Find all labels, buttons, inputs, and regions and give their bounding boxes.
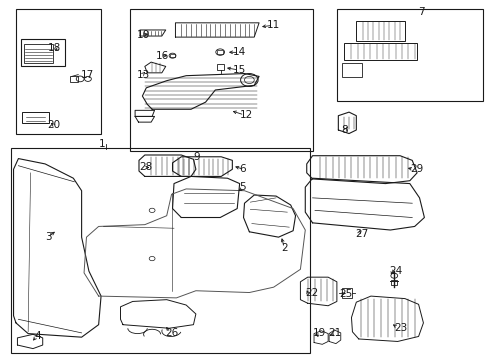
Text: 4: 4 — [34, 332, 41, 342]
Text: 26: 26 — [165, 328, 179, 338]
Bar — [341, 63, 362, 77]
Text: 12: 12 — [239, 110, 252, 120]
Text: 10: 10 — [136, 30, 149, 40]
Bar — [16, 9, 101, 134]
Text: 27: 27 — [355, 229, 368, 239]
Text: 22: 22 — [305, 288, 318, 297]
Bar — [217, 64, 224, 70]
Text: 7: 7 — [418, 7, 425, 17]
Bar — [336, 9, 482, 102]
Bar — [22, 112, 48, 123]
Bar — [356, 21, 404, 41]
Text: 20: 20 — [47, 120, 61, 130]
Bar — [344, 43, 416, 60]
Text: 9: 9 — [193, 153, 200, 162]
Bar — [70, 76, 78, 82]
Text: 19: 19 — [312, 328, 325, 338]
Bar — [217, 50, 223, 54]
Bar — [170, 54, 175, 58]
Text: 24: 24 — [388, 266, 402, 276]
Bar — [21, 39, 64, 66]
Text: 16: 16 — [156, 51, 169, 61]
Text: 11: 11 — [266, 20, 279, 30]
Text: 8: 8 — [341, 125, 347, 135]
Text: 14: 14 — [232, 48, 245, 58]
Bar — [341, 288, 352, 298]
Text: 18: 18 — [47, 43, 61, 53]
Text: 21: 21 — [327, 328, 341, 338]
Bar — [11, 148, 309, 353]
Bar — [130, 9, 312, 152]
Text: 23: 23 — [393, 323, 407, 333]
Text: 3: 3 — [45, 232, 52, 242]
Text: 1: 1 — [99, 139, 105, 149]
Text: 13: 13 — [136, 69, 149, 80]
Text: 15: 15 — [232, 65, 245, 75]
Text: 28: 28 — [139, 162, 152, 172]
Text: 6: 6 — [239, 164, 246, 174]
Text: 2: 2 — [281, 243, 287, 253]
Text: 29: 29 — [409, 164, 422, 174]
Text: 5: 5 — [239, 182, 246, 192]
Text: 17: 17 — [81, 69, 94, 80]
Bar — [24, 44, 53, 63]
Text: 25: 25 — [339, 289, 352, 298]
Bar — [390, 280, 396, 285]
